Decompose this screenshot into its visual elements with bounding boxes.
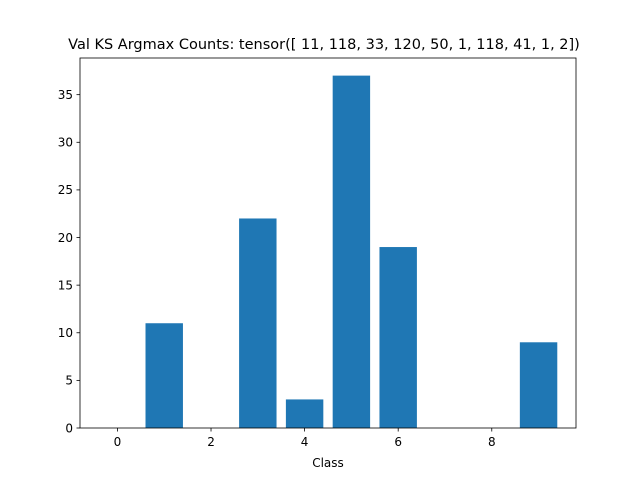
y-tick-label: 25: [58, 183, 73, 197]
bar-class-1: [145, 323, 183, 428]
x-tick-label: 2: [207, 435, 215, 449]
bar-class-4: [285, 399, 324, 428]
bar-class-6: [379, 247, 417, 428]
y-tick-label: 0: [65, 421, 73, 435]
bars-group: [145, 75, 558, 428]
chart-title: Val KS Argmax Counts: tensor([ 11, 118, …: [68, 37, 580, 53]
y-axis-ticks: 0 5 10 15 20 25 30 35: [58, 88, 80, 435]
x-axis-ticks: 0 2 4 6 8: [114, 428, 496, 449]
x-axis-label: Class: [312, 456, 344, 470]
y-tick-label: 10: [58, 326, 73, 340]
y-tick-label: 35: [58, 88, 73, 102]
y-tick-label: 15: [58, 278, 73, 292]
plot-frame: [79, 57, 577, 429]
x-tick-label: 4: [301, 435, 309, 449]
bar-class-9: [519, 342, 558, 428]
y-tick-label: 20: [58, 231, 73, 245]
x-tick-label: 8: [488, 435, 496, 449]
x-tick-label: 6: [394, 435, 402, 449]
y-tick-label: 5: [65, 374, 73, 388]
x-tick-label: 0: [114, 435, 122, 449]
y-tick-label: 30: [58, 136, 73, 150]
bar-class-5: [332, 75, 371, 428]
bar-class-3: [239, 218, 277, 428]
